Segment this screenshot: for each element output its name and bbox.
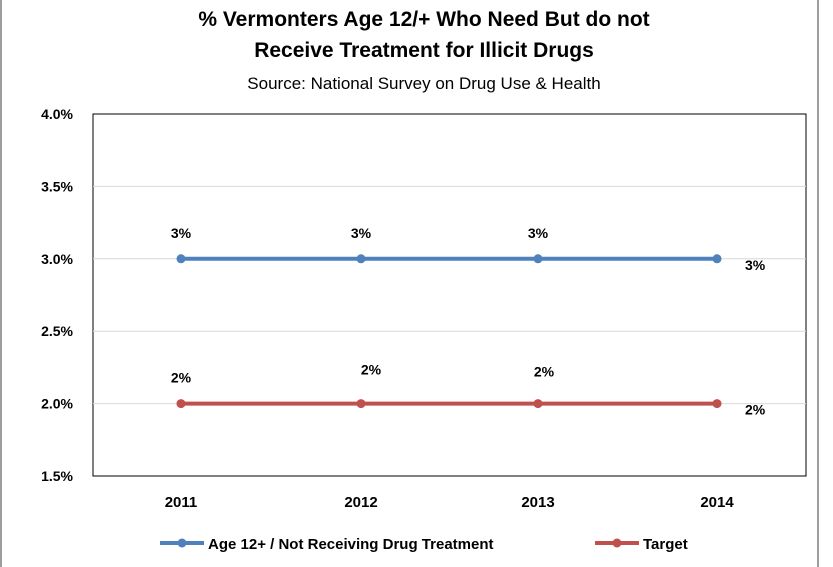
- data-point: [533, 399, 543, 409]
- chart-subtitle: Source: National Survey on Drug Use & He…: [247, 74, 600, 93]
- legend: Age 12+ / Not Receiving Drug Treatment Ta…: [160, 536, 688, 553]
- x-tick-label: 2013: [521, 494, 554, 511]
- y-tick-label: 3.5%: [41, 178, 73, 194]
- data-point: [712, 254, 722, 264]
- data-point: [356, 254, 366, 264]
- data-label: 3%: [351, 225, 372, 241]
- x-tick-label: 2012: [344, 494, 377, 511]
- data-label: 3%: [171, 225, 192, 241]
- legend-swatch-marker: [612, 538, 622, 548]
- data-label: 3%: [745, 257, 766, 273]
- data-point: [356, 399, 366, 409]
- x-axis-ticks: 2011 2012 2013 2014: [165, 494, 735, 511]
- y-tick-label: 1.5%: [41, 468, 73, 484]
- chart-title-line-1: % Vermonters Age 12/+ Who Need But do no…: [198, 8, 649, 31]
- y-tick-label: 2.5%: [41, 323, 73, 339]
- legend-label: Age 12+ / Not Receiving Drug Treatment: [208, 536, 494, 553]
- data-label: 2%: [361, 362, 382, 378]
- data-point: [176, 254, 186, 264]
- series-layer: [176, 254, 722, 409]
- legend-swatch-marker: [177, 538, 187, 548]
- legend-label: Target: [643, 536, 688, 553]
- data-point: [533, 254, 543, 264]
- data-point: [176, 399, 186, 409]
- data-point: [712, 399, 722, 409]
- data-labels: 3% 3% 3% 3% 2% 2% 2% 2%: [171, 225, 766, 418]
- data-label: 2%: [534, 364, 555, 380]
- data-label: 2%: [745, 402, 766, 418]
- x-tick-label: 2014: [700, 494, 734, 511]
- y-tick-label: 4.0%: [41, 106, 73, 122]
- y-tick-label: 2.0%: [41, 396, 73, 412]
- x-tick-label: 2011: [165, 494, 198, 511]
- y-tick-label: 3.0%: [41, 251, 73, 267]
- y-axis-ticks: 4.0% 3.5% 3.0% 2.5% 2.0% 1.5%: [41, 106, 73, 484]
- chart-title-line-2: Receive Treatment for Illicit Drugs: [254, 39, 594, 62]
- data-label: 3%: [528, 225, 549, 241]
- data-label: 2%: [171, 370, 192, 386]
- plot-area: [92, 113, 807, 477]
